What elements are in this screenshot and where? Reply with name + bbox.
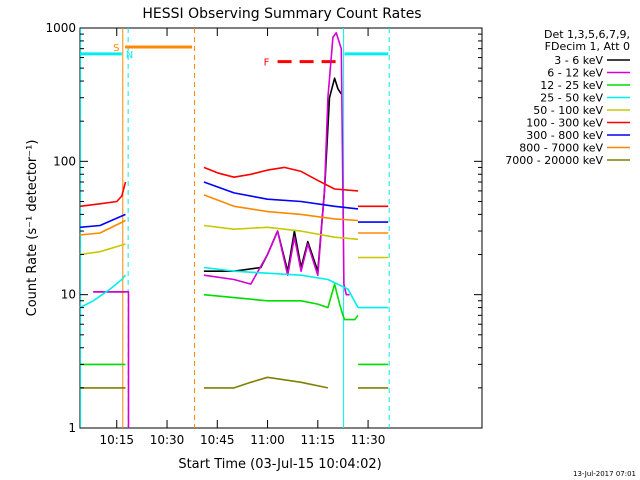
series-1 [93,31,350,428]
series-4 [79,224,389,259]
x-tick-label-3: 11:00 [250,433,285,447]
series-lines [79,31,389,428]
x-tick-label-5: 11:30 [351,433,386,447]
x-tick-label-4: 11:15 [301,433,336,447]
series-7 [79,194,389,236]
y-axis-label: Count Rate (s⁻¹ detector⁻¹) [25,140,40,317]
series-6 [79,181,389,229]
series-8 [79,376,389,389]
x-tick-label-0: 10:15 [99,433,134,447]
legend-label-1: 6 - 12 keV [547,67,603,80]
series-3 [79,266,389,309]
series-5-segment-1 [203,166,359,192]
y-tick-label-1: 10 [61,288,76,302]
y-tick-label-2: 100 [53,154,76,168]
interval-label-0: S [113,43,119,54]
legend-label-0: 3 - 6 keV [554,54,603,67]
y-tick-label-3: 1000 [45,21,76,35]
series-5 [79,166,389,208]
series-6-segment-0 [79,213,126,229]
interval-label-2: F [264,58,270,69]
y-tick-label-0: 1 [68,421,76,435]
plot-frame [79,27,483,429]
series-5-segment-0 [79,181,127,208]
x-axis-ticks: 10:15 10:30 10:45 11:00 11:15 11:30 [99,28,385,447]
series-8-segment-1 [203,376,329,389]
legend-label-5: 100 - 300 keV [526,117,603,130]
x-tick-label-1: 10:30 [150,433,185,447]
legend-label-2: 12 - 25 keV [540,79,603,92]
legend-label-6: 300 - 800 keV [526,129,603,142]
series-1-segment-1 [203,31,350,296]
legend-label-3: 25 - 50 keV [540,92,603,105]
x-tick-label-2: 10:45 [200,433,235,447]
series-7-segment-0 [79,219,126,236]
legend-header-line-1: Det 1,3,5,6,7,9, [544,28,630,41]
footer-date: 13-Jul-2017 07:01 [573,470,636,478]
series-6-segment-1 [203,181,359,210]
series-3-segment-0 [79,274,127,309]
plot-area [79,27,483,429]
legend-label-8: 7000 - 20000 keV [505,154,603,167]
chart-title: HESSI Observing Summary Count Rates [142,6,421,22]
series-2-segment-1 [203,283,359,321]
series-4-segment-0 [79,243,126,256]
legend-label-4: 50 - 100 keV [533,104,603,117]
legend-header-line-2: FDecim 1, Att 0 [545,40,630,53]
y-axis-ticks: 1 10 100 1000 [45,21,482,435]
interval-label-1: N [126,50,133,61]
legend: Det 1,3,5,6,7,9, FDecim 1, Att 0 3 - 6 k… [505,28,630,167]
series-3-segment-1 [203,266,359,308]
x-axis-label: Start Time (03-Jul-15 10:04:02) [178,457,381,472]
series-2 [79,283,389,366]
series-4-segment-1 [203,224,359,241]
series-7-segment-1 [203,194,359,222]
legend-label-7: 800 - 7000 keV [519,142,603,155]
